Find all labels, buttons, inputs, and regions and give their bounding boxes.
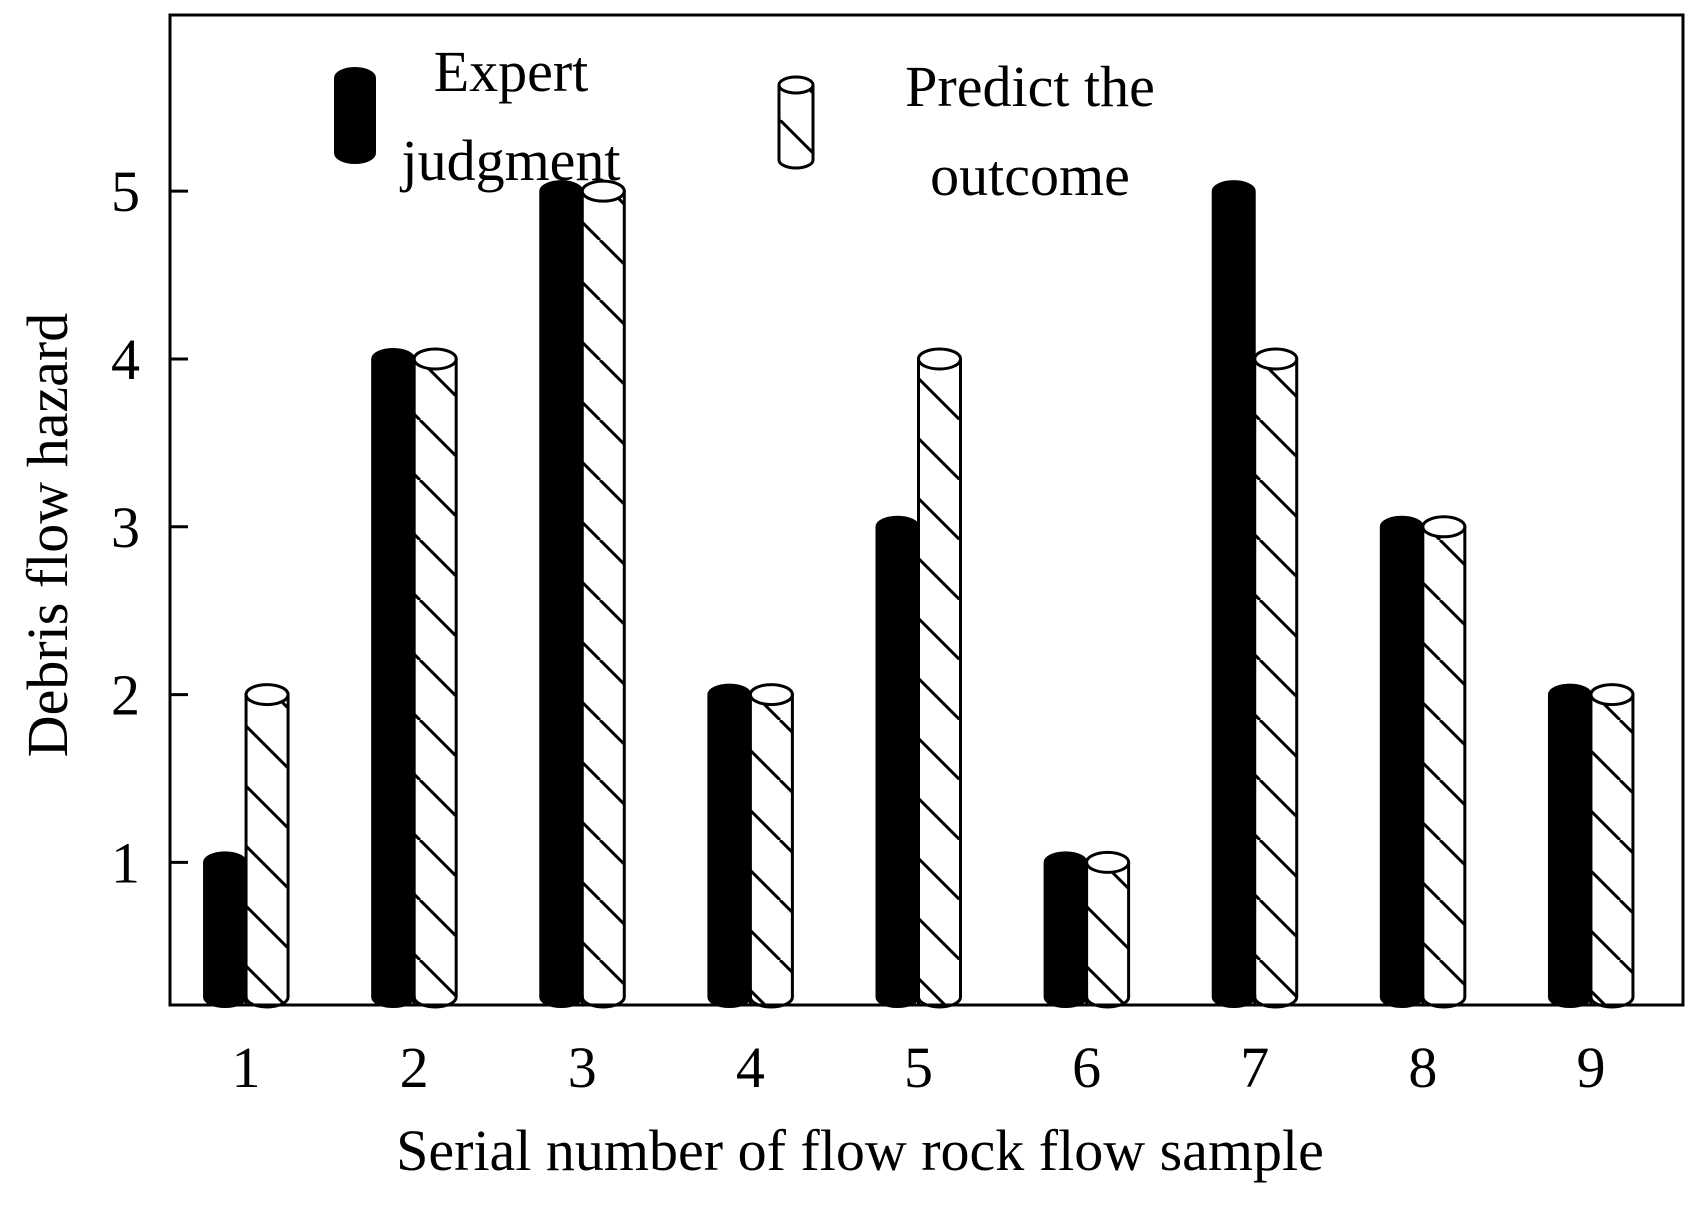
bar-expert-2	[371, 347, 416, 1008]
bar-predict-7	[1253, 347, 1299, 1009]
x-tick-label-3: 3	[568, 1035, 597, 1100]
bar-expert-8	[1379, 515, 1424, 1008]
legend-item-predict: Predict the outcome	[777, 54, 1155, 208]
bar-expert-4	[707, 683, 752, 1008]
x-tick-label-7: 7	[1240, 1035, 1269, 1100]
y-tick-label-3: 3	[111, 495, 140, 560]
x-axis: 1 2 3 4 5 6 7 8 9	[232, 995, 1605, 1100]
legend-swatch-predict-shape	[777, 83, 815, 170]
y-axis-label: Debris flow hazard	[15, 313, 80, 758]
bars-group	[203, 179, 1635, 1009]
legend-label-predict-line-1: Predict the	[905, 54, 1155, 119]
bar-predict-4	[748, 683, 794, 1009]
bar-predict-6	[1085, 850, 1131, 1009]
y-tick-label-2: 2	[111, 663, 140, 728]
y-tick-label-4: 4	[111, 327, 140, 392]
legend-swatch-expert-shape	[334, 67, 376, 164]
bar-predict-8	[1421, 515, 1467, 1009]
x-tick-label-9: 9	[1576, 1035, 1605, 1100]
legend-label-predict-line-2: outcome	[930, 143, 1130, 208]
bar-predict-5	[917, 347, 962, 1009]
bar-expert-9	[1547, 683, 1592, 1008]
x-axis-label: Serial number of flow rock flow sample	[396, 1118, 1324, 1183]
legend-swatch-predict	[777, 75, 815, 170]
y-tick-label-5: 5	[111, 159, 140, 224]
bar-predict-3	[580, 179, 626, 1009]
x-tick-label-4: 4	[736, 1035, 765, 1100]
bar-expert-6	[1043, 851, 1088, 1008]
x-tick-label-2: 2	[400, 1035, 429, 1100]
legend-swatch-predict-cap	[777, 75, 815, 95]
x-tick-label-6: 6	[1072, 1035, 1101, 1100]
legend-swatch-expert	[334, 67, 376, 164]
legend-label-expert-line-2: judgment	[399, 128, 620, 193]
legend: Expert judgment Predict the outcome	[334, 39, 1155, 208]
plot-frame	[168, 13, 1685, 1007]
bar-expert-7	[1211, 180, 1256, 1008]
bar-predict-1	[244, 683, 290, 1009]
x-tick-label-1: 1	[232, 1035, 261, 1100]
x-tick-label-5: 5	[904, 1035, 933, 1100]
bar-predict-9	[1589, 683, 1635, 1009]
bar-expert-1	[203, 851, 248, 1008]
bar-predict-2	[412, 347, 458, 1009]
legend-label-expert-line-1: Expert	[434, 39, 589, 104]
y-axis: 1 2 3 4 5	[111, 159, 188, 895]
bar-expert-3	[539, 180, 584, 1008]
legend-item-expert: Expert judgment	[334, 39, 621, 193]
x-tick-label-8: 8	[1408, 1035, 1437, 1100]
bar-expert-5	[875, 515, 920, 1008]
y-tick-label-1: 1	[111, 830, 140, 895]
